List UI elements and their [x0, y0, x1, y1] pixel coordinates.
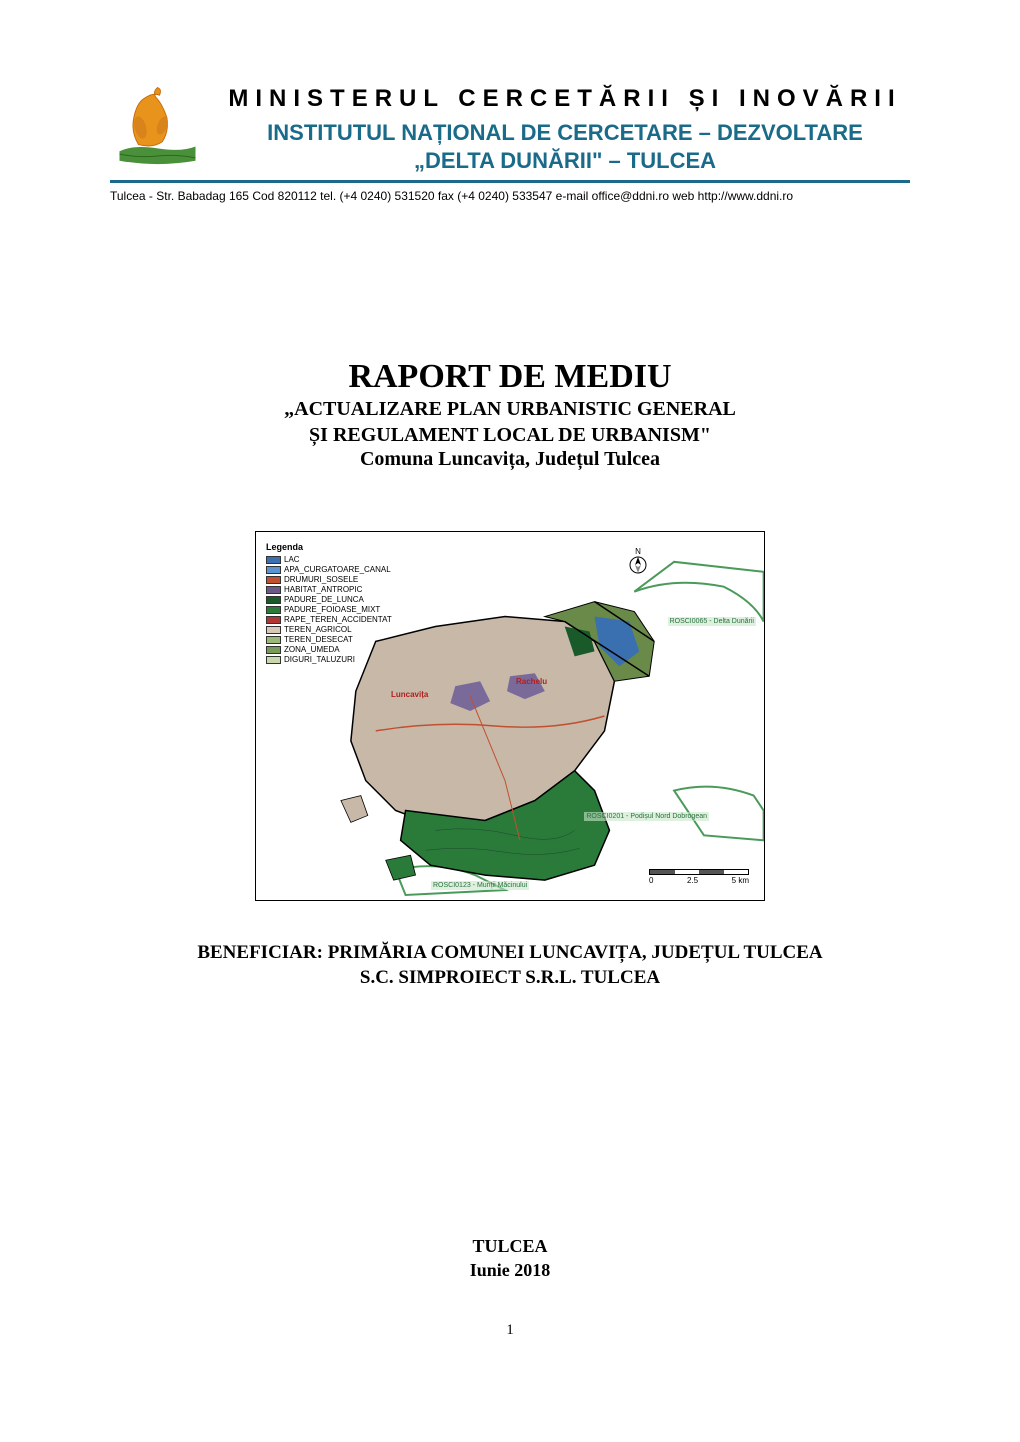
scale-segment: [724, 870, 749, 874]
site-label-delta: ROSCI0065 - Delta Dunării: [668, 617, 756, 626]
ministry-name: MINISTERUL CERCETĂRII ȘI INOVĂRII: [220, 85, 910, 113]
legend-swatch: [266, 626, 281, 634]
institute-logo: [110, 80, 205, 175]
scale-segment: [675, 870, 700, 874]
subtitle-line2: ȘI REGULAMENT LOCAL DE URBANISM": [110, 422, 910, 448]
letterhead: MINISTERUL CERCETĂRII ȘI INOVĂRII INSTIT…: [110, 80, 910, 175]
scale-tick-1: 2.5: [687, 876, 698, 885]
scale-tick-0: 0: [649, 876, 653, 885]
beneficiary-line1: BENEFICIAR: PRIMĂRIA COMUNEI LUNCAVIȚA, …: [110, 941, 910, 966]
document-title-block: RAPORT DE MEDIU „ACTUALIZARE PLAN URBANI…: [110, 358, 910, 471]
legend-item: HABITAT_ANTROPIC: [266, 585, 392, 594]
footer-block: TULCEA Iunie 2018: [110, 1235, 910, 1282]
place-label-rachelu: Rachelu: [516, 677, 547, 686]
legend-label: PADURE_DE_LUNCA: [284, 595, 364, 604]
legend-item: ZONA_UMEDA: [266, 645, 392, 654]
institute-name-line2: „DELTA DUNĂRII" – TULCEA: [220, 147, 910, 175]
site-label-macin: ROSCI0123 - Munții Măcinului: [431, 881, 529, 890]
legend-label: DRUMURI_SOSELE: [284, 575, 358, 584]
commune-name: Comuna Luncavița, Județul Tulcea: [110, 448, 910, 471]
legend-label: APA_CURGATOARE_CANAL: [284, 565, 391, 574]
legend-label: ZONA_UMEDA: [284, 645, 340, 654]
land-use-map: Legenda LACAPA_CURGATOARE_CANALDRUMURI_S…: [255, 531, 765, 901]
footer-date: Iunie 2018: [110, 1259, 910, 1282]
map-scale-bar: 0 2.5 5 km: [649, 869, 749, 885]
beneficiary-block: BENEFICIAR: PRIMĂRIA COMUNEI LUNCAVIȚA, …: [110, 941, 910, 990]
beneficiary-line2: S.C. SIMPROIECT S.R.L. TULCEA: [110, 966, 910, 991]
legend-swatch: [266, 596, 281, 604]
svg-text:N: N: [635, 547, 641, 556]
legend-swatch: [266, 576, 281, 584]
legend-label: TEREN_DESECAT: [284, 635, 353, 644]
map-legend: Legenda LACAPA_CURGATOARE_CANALDRUMURI_S…: [266, 542, 392, 665]
main-title: RAPORT DE MEDIU: [110, 358, 910, 396]
place-label-luncavita: Luncavița: [391, 690, 428, 699]
legend-label: HABITAT_ANTROPIC: [284, 585, 362, 594]
subtitle-line1: „ACTUALIZARE PLAN URBANISTIC GENERAL: [110, 396, 910, 422]
legend-item: LAC: [266, 555, 392, 564]
legend-swatch: [266, 556, 281, 564]
legend-swatch: [266, 646, 281, 654]
legend-swatch: [266, 656, 281, 664]
legend-swatch: [266, 636, 281, 644]
legend-label: DIGURI_TALUZURI: [284, 655, 355, 664]
footer-city: TULCEA: [110, 1235, 910, 1258]
legend-item: DIGURI_TALUZURI: [266, 655, 392, 664]
legend-label: RAPE_TEREN_ACCIDENTAT: [284, 615, 392, 624]
document-page: MINISTERUL CERCETĂRII ȘI INOVĂRII INSTIT…: [0, 0, 1020, 1379]
legend-swatch: [266, 606, 281, 614]
legend-item: RAPE_TEREN_ACCIDENTAT: [266, 615, 392, 624]
legend-item: DRUMURI_SOSELE: [266, 575, 392, 584]
page-number: 1: [110, 1322, 910, 1339]
site-label-dobrogea: ROSCI0201 - Podișul Nord Dobrogean: [584, 812, 709, 821]
compass-icon: N: [627, 547, 649, 580]
legend-item: PADURE_DE_LUNCA: [266, 595, 392, 604]
legend-swatch: [266, 566, 281, 574]
letterhead-text: MINISTERUL CERCETĂRII ȘI INOVĂRII INSTIT…: [220, 80, 910, 174]
legend-item: PADURE_FOIOASE_MIXT: [266, 605, 392, 614]
legend-title: Legenda: [266, 542, 392, 552]
legend-swatch: [266, 616, 281, 624]
header-divider: [110, 180, 910, 183]
legend-item: TEREN_AGRICOL: [266, 625, 392, 634]
legend-label: TEREN_AGRICOL: [284, 625, 352, 634]
institute-name-line1: INSTITUTUL NAȚIONAL DE CERCETARE – DEZVO…: [220, 119, 910, 147]
legend-item: TEREN_DESECAT: [266, 635, 392, 644]
legend-label: PADURE_FOIOASE_MIXT: [284, 605, 380, 614]
scale-tick-2: 5 km: [732, 876, 749, 885]
legend-item: APA_CURGATOARE_CANAL: [266, 565, 392, 574]
contact-info: Tulcea - Str. Babadag 165 Cod 820112 tel…: [110, 189, 910, 203]
legend-swatch: [266, 586, 281, 594]
legend-label: LAC: [284, 555, 300, 564]
scale-segment: [699, 870, 724, 874]
scale-segment: [650, 870, 675, 874]
